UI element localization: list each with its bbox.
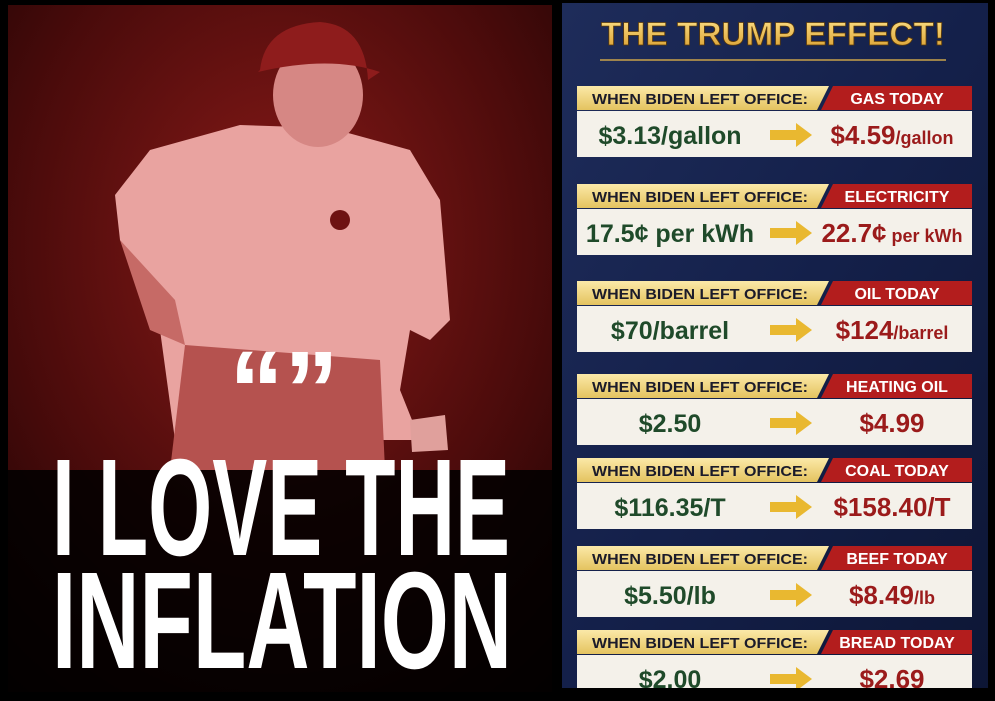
price-row: WHEN BIDEN LEFT OFFICE: OIL TODAY $70/barr… [577,281,972,352]
label-right: HEATING OIL [846,379,948,396]
price-row: WHEN BIDEN LEFT OFFICE: COAL TODAY $116.35… [577,458,972,529]
value-before: 17.5¢ per kWh [586,220,754,248]
value-before: $116.35/T [614,494,725,522]
label-band-left [577,184,829,208]
label-band-right [821,630,972,654]
label-right: BREAD TODAY [839,635,955,652]
arrow [770,495,812,519]
price-row: WHEN BIDEN LEFT OFFICE: ELECTRICITY 17.5¢ … [577,184,972,255]
label-left: WHEN BIDEN LEFT OFFICE: [592,189,808,206]
label-left: WHEN BIDEN LEFT OFFICE: [592,286,808,303]
figure [115,22,450,470]
label-right: COAL TODAY [845,463,949,480]
label-band-right [821,86,972,110]
price-row: WHEN BIDEN LEFT OFFICE: BREAD TODAY $2.00 $… [577,630,972,694]
value-after-main: $124 [836,315,894,345]
label-right: ELECTRICITY [845,189,950,206]
label-left: WHEN BIDEN LEFT OFFICE: [592,551,808,568]
label-band-left [577,281,829,305]
value-after: $4.99 [859,408,924,438]
value-before: $5.50/lb [624,582,716,610]
value-before: $2.00 [639,666,702,694]
price-row: WHEN BIDEN LEFT OFFICE: HEATING OIL $2.50 $… [577,374,972,445]
value-before: $3.13/gallon [598,122,741,150]
value-after-unit: per kWh [887,226,963,246]
label-left: WHEN BIDEN LEFT OFFICE: [592,379,808,396]
value-after-main: $4.59 [830,120,895,150]
value-after: $158.40/T [833,492,950,522]
arrow [770,221,812,245]
label-right: BEEF TODAY [846,551,948,568]
price-row: WHEN BIDEN LEFT OFFICE: GAS TODAY $3.13/ga… [577,86,972,157]
value-after: 22.7¢ per kWh [821,218,962,248]
arrow [770,411,812,435]
value-after-unit: /gallon [896,128,954,148]
label-left: WHEN BIDEN LEFT OFFICE: [592,463,808,480]
label-left: WHEN BIDEN LEFT OFFICE: [592,635,808,652]
arrow [770,583,812,607]
poster: “” I LOVE THE INFLATION [8,5,552,698]
label-right: OIL TODAY [854,286,939,303]
arrow [770,667,812,688]
value-after-main: $4.99 [859,408,924,438]
value-after-unit: /barrel [893,323,948,343]
label-band-left [577,630,829,654]
label-band-left [577,546,829,570]
value-after: $2.69 [859,664,924,694]
label-right: GAS TODAY [850,91,944,108]
price-row: WHEN BIDEN LEFT OFFICE: BEEF TODAY $5.50/l… [577,546,972,617]
quote-marks: “” [229,329,339,452]
price-panel: THE TRUMP EFFECT! WHEN BIDEN LEFT OFFICE… [562,3,988,694]
value-after-main: $158.40/T [833,492,950,522]
headline-line: INFLATION [52,544,512,698]
value-after-main: $2.69 [859,664,924,694]
label-band-right [821,458,972,482]
value-after: $4.59/gallon [830,120,953,150]
arrow [770,123,812,147]
panel-title: THE TRUMP EFFECT! [601,16,945,52]
label-band-right [821,184,972,208]
headline-line: I LOVE THE [52,431,510,585]
value-after: $124/barrel [836,315,949,345]
label-band-right [821,281,972,305]
shade [8,470,552,692]
label-band-left [577,374,829,398]
value-after-unit: /lb [914,588,935,608]
label-band-right [821,374,972,398]
label-band-right [821,546,972,570]
value-after-main: 22.7¢ [821,218,886,248]
value-after-main: $8.49 [849,580,914,610]
label-left: WHEN BIDEN LEFT OFFICE: [592,91,808,108]
arrow [770,318,812,342]
value-before: $70/barrel [611,317,729,345]
value-before: $2.50 [639,410,702,438]
label-band-left [577,458,829,482]
label-band-left [577,86,829,110]
value-after: $8.49/lb [849,580,935,610]
